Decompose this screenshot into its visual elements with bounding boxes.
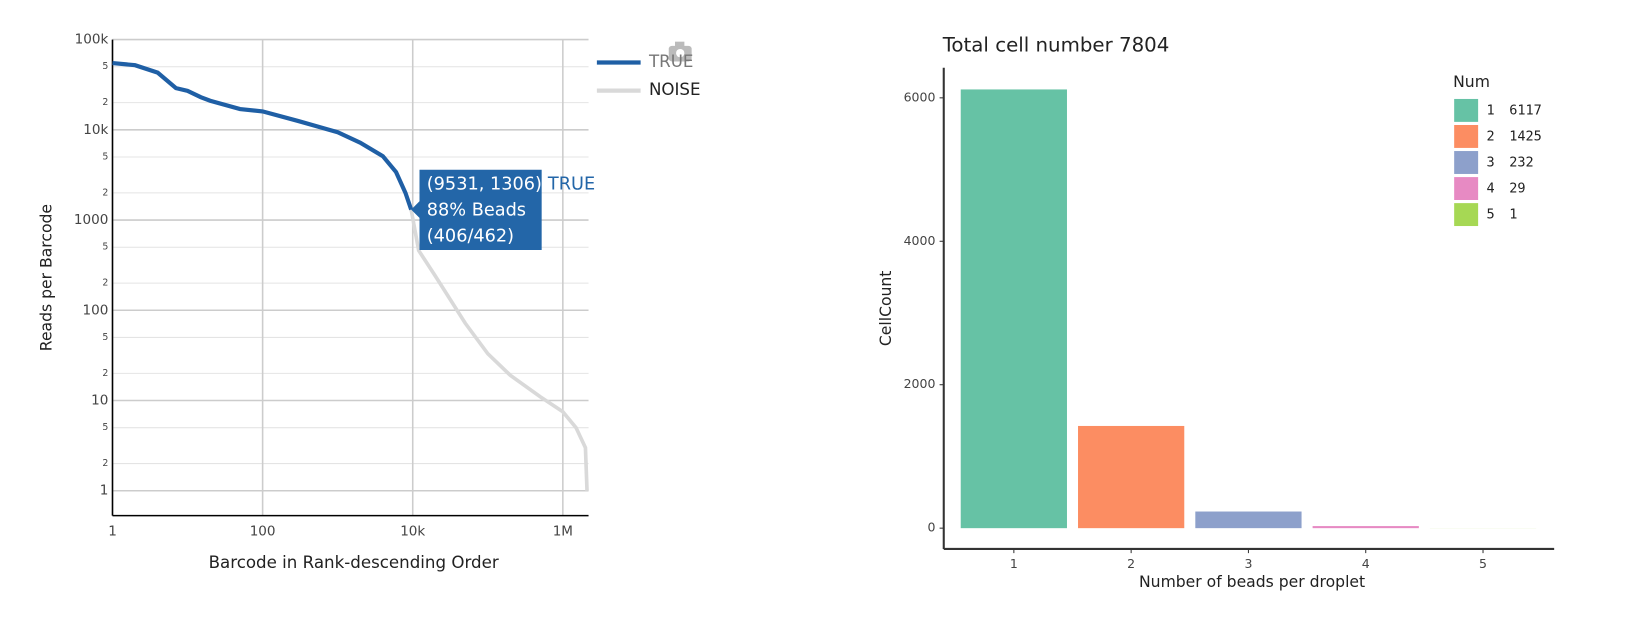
legend-label: 4 29 bbox=[1486, 181, 1525, 197]
y-tick-label: 2 bbox=[102, 187, 108, 198]
y-tick-label: 6000 bbox=[904, 89, 936, 104]
annotation-box bbox=[411, 169, 542, 250]
y-tick-label: 2 bbox=[102, 97, 108, 108]
y-tick-label: 2 bbox=[102, 458, 108, 469]
x-tick-label: 1 bbox=[108, 523, 117, 539]
legend-category: 3 bbox=[1486, 155, 1494, 171]
x-axis-title: Number of beads per droplet bbox=[1139, 573, 1365, 591]
legend-category: 4 bbox=[1486, 181, 1494, 197]
y-tick-label: 100 bbox=[83, 302, 109, 318]
annotation-text: (9531, 1306) bbox=[427, 174, 542, 194]
x-tick-label: 1M bbox=[553, 523, 573, 539]
x-tick-label: 3 bbox=[1244, 556, 1252, 571]
annotation-series: TRUE bbox=[547, 174, 595, 194]
legend-label: 3 232 bbox=[1486, 155, 1533, 171]
x-axis-title: Barcode in Rank-descending Order bbox=[209, 553, 499, 572]
x-tick-label: 1 bbox=[1010, 556, 1018, 571]
y-tick-label: 5 bbox=[102, 422, 108, 433]
y-tick-label: 5 bbox=[102, 151, 108, 162]
y-tick-label: 1000 bbox=[74, 212, 108, 228]
x-tick-label: 10k bbox=[400, 523, 425, 539]
bar bbox=[1312, 526, 1419, 529]
x-tick-label: 2 bbox=[1127, 556, 1135, 571]
y-tick-label: 2 bbox=[102, 278, 108, 289]
x-tick-label: 100 bbox=[250, 523, 276, 539]
x-tick-label: 5 bbox=[1479, 556, 1487, 571]
y-tick-label: 2 bbox=[102, 368, 108, 379]
camera-icon[interactable] bbox=[668, 41, 692, 62]
line-series bbox=[409, 209, 589, 491]
legend-category: 1 bbox=[1486, 102, 1494, 118]
y-tick-label: 10k bbox=[83, 122, 108, 138]
y-tick-label: 5 bbox=[102, 332, 108, 343]
bar bbox=[960, 89, 1067, 529]
legend-swatch bbox=[1454, 177, 1479, 200]
y-tick-label: 2000 bbox=[904, 376, 936, 391]
legend-label: 1 6117 bbox=[1486, 102, 1541, 118]
y-tick-label: 10 bbox=[91, 393, 108, 409]
legend-title: Num bbox=[1453, 73, 1490, 91]
y-tick-label: 0 bbox=[927, 520, 935, 535]
legend-label: NOISE bbox=[649, 80, 701, 99]
legend-count: 232 bbox=[1509, 155, 1533, 171]
annotation-text: 88% Beads bbox=[427, 200, 526, 220]
legend-count: 1 bbox=[1509, 207, 1517, 223]
legend-label: TRUE bbox=[648, 52, 693, 71]
legend-swatch bbox=[1454, 203, 1479, 227]
legend-count: 1425 bbox=[1509, 128, 1542, 144]
y-axis-title: CellCount bbox=[877, 271, 895, 347]
y-tick-label: 5 bbox=[102, 61, 108, 72]
legend-label: 2 1425 bbox=[1486, 128, 1541, 144]
y-tick-label: 100k bbox=[75, 32, 109, 48]
legend-category: 5 bbox=[1486, 207, 1494, 223]
y-tick-label: 5 bbox=[102, 242, 108, 253]
legend-category: 2 bbox=[1486, 128, 1494, 144]
legend-swatch bbox=[1454, 98, 1479, 122]
bar bbox=[1078, 425, 1185, 529]
legend-count: 6117 bbox=[1509, 102, 1542, 118]
y-tick-label: 1 bbox=[100, 483, 109, 499]
bar bbox=[1195, 511, 1302, 529]
legend-swatch bbox=[1454, 125, 1479, 148]
chart-title: Total cell number 7804 bbox=[942, 33, 1170, 56]
annotation-text: (406/462) bbox=[427, 226, 514, 246]
legend-count: 29 bbox=[1509, 181, 1525, 197]
y-tick-label: 4000 bbox=[904, 233, 936, 248]
legend-swatch bbox=[1454, 151, 1479, 174]
x-tick-label: 4 bbox=[1362, 556, 1370, 571]
y-axis-title: Reads per Barcode bbox=[37, 204, 55, 351]
line-series bbox=[112, 60, 414, 211]
